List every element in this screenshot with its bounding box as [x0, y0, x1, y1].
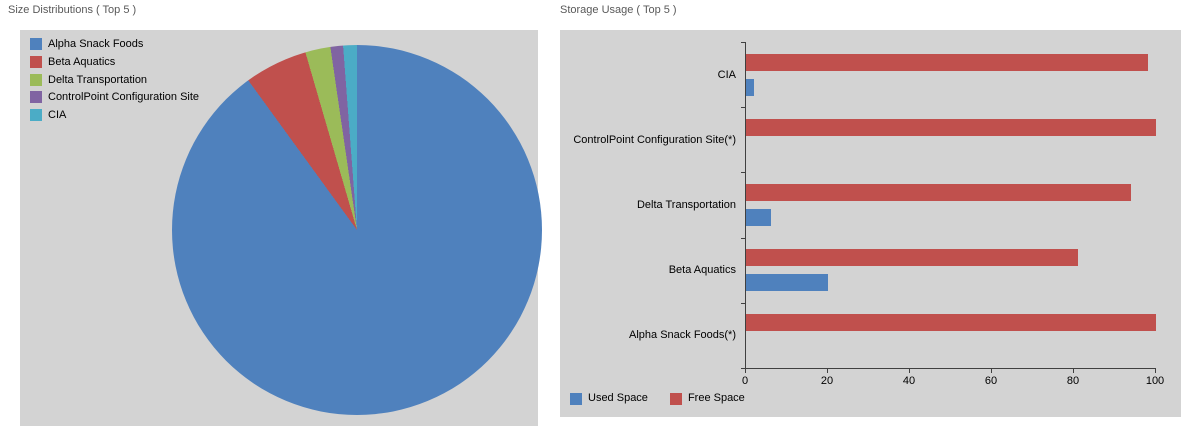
category-label: Alpha Snack Foods(*) [629, 329, 736, 342]
legend-swatch [30, 55, 42, 68]
legend-label: Beta Aquatics [48, 55, 116, 68]
legend-swatch [570, 392, 582, 405]
legend-label: CIA [48, 109, 67, 121]
x-tick-label: 80 [1066, 375, 1080, 387]
pie-chart [172, 45, 542, 415]
y-tick-mark [741, 302, 745, 304]
legend-swatch [30, 73, 42, 86]
x-tick-label: 0 [741, 375, 749, 387]
pie-legend-item: Beta Aquatics [30, 55, 199, 70]
size-distributions-panel: Alpha Snack Foods Beta Aquatics Delta Tran… [20, 30, 542, 426]
category-label: Beta Aquatics [668, 264, 736, 277]
used-space-bar [746, 274, 828, 292]
pie-legend-item: Alpha Snack Foods [30, 38, 199, 52]
bar-plot-area [745, 42, 1156, 369]
free-space-bar [746, 53, 1148, 71]
bar-legend-item: Free Space [669, 392, 745, 406]
x-tick-mark [1073, 369, 1074, 373]
pie-legend: Alpha Snack Foods Beta Aquatics Delta Tran… [30, 38, 199, 123]
used-space-bar [746, 208, 771, 226]
x-tick-mark [745, 369, 746, 373]
bar-legend: Used Space Free Space [570, 392, 745, 406]
legend-label: ControlPoint Configuration Site [48, 91, 200, 104]
x-tick-mark [1155, 369, 1156, 373]
x-tick-mark [991, 369, 992, 373]
x-tick-label: 20 [820, 375, 834, 387]
legend-label: Delta Transportation [48, 73, 148, 86]
x-tick-mark [827, 369, 828, 373]
pie-legend-item: ControlPoint Configuration Site [30, 91, 199, 105]
x-tick-label: 100 [1145, 375, 1165, 387]
legend-swatch [30, 91, 42, 104]
category-label: ControlPoint Configuration Site(*) [573, 133, 736, 146]
x-tick-label: 60 [984, 375, 998, 387]
used-space-bar [746, 78, 755, 96]
legend-swatch [30, 109, 42, 121]
legend-label: Used Space [588, 392, 648, 404]
x-tick-label: 40 [902, 375, 916, 387]
legend-swatch [30, 38, 42, 50]
bar-chart-title: Storage Usage ( Top 5 ) [560, 4, 677, 16]
y-tick-mark [741, 237, 745, 239]
category-label: CIA [717, 68, 736, 81]
pie-legend-item: CIA [30, 109, 199, 123]
free-space-bar [746, 314, 1156, 332]
legend-label: Free Space [687, 392, 745, 404]
pie-chart-title: Size Distributions ( Top 5 ) [8, 4, 137, 16]
y-tick-mark [741, 42, 745, 43]
y-tick-mark [741, 172, 745, 174]
x-tick-mark [909, 369, 910, 373]
category-label: Delta Transportation [636, 199, 736, 211]
y-tick-mark [741, 368, 745, 369]
legend-swatch [669, 392, 682, 405]
y-tick-mark [741, 107, 745, 109]
storage-usage-panel: Used Space Free Space CIA ControlPoint Con… [560, 30, 1181, 417]
free-space-bar [746, 249, 1079, 267]
pie-legend-item: Delta Transportation [30, 73, 199, 88]
free-space-bar [746, 118, 1156, 136]
bar-legend-item: Used Space [570, 392, 648, 406]
free-space-bar [746, 183, 1132, 201]
legend-label: Alpha Snack Foods [48, 38, 144, 50]
